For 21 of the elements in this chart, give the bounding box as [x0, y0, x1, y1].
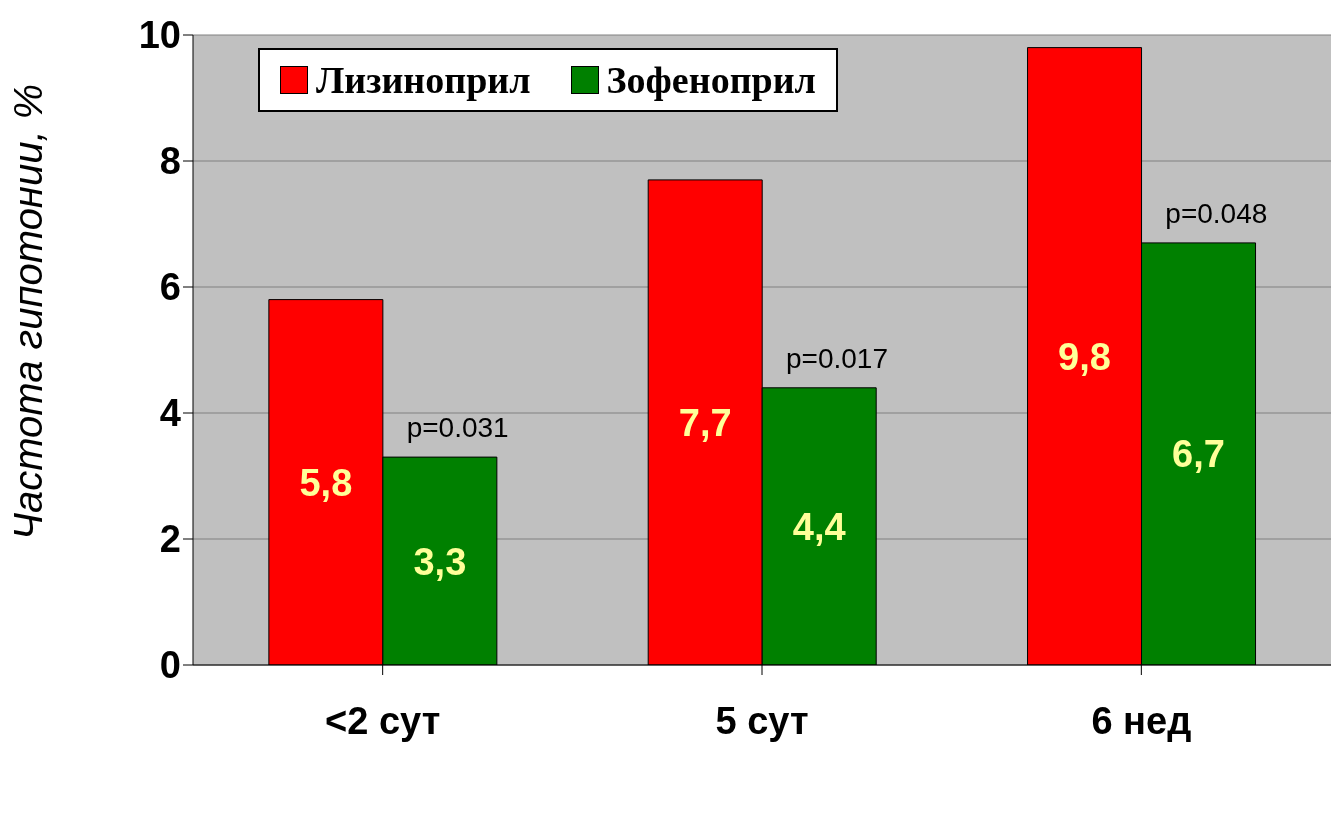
y-axis-title: Частота гипотонии, % [6, 83, 51, 540]
data-label: 3,3 [413, 540, 467, 583]
y-tick-label: 10 [138, 14, 181, 57]
data-label: 4,4 [792, 505, 846, 548]
y-tick-label: 6 [159, 266, 181, 309]
legend-label: Зофеноприл [606, 58, 816, 102]
annotation: p=0.048 [1165, 197, 1268, 229]
annotation: p=0.031 [406, 412, 509, 444]
y-tick-label: 0 [159, 644, 181, 687]
annotation: p=0.017 [786, 342, 888, 374]
data-label: 9,8 [1058, 335, 1111, 378]
x-tick-label: 6 нед [1091, 699, 1192, 742]
x-tick-label: 5 сут [715, 699, 809, 742]
data-label: 5,8 [299, 461, 353, 504]
x-tick-label: <2 сут [325, 699, 441, 742]
y-tick-label: 2 [159, 518, 181, 561]
y-tick-label: 8 [159, 140, 181, 183]
data-label: 7,7 [678, 401, 732, 444]
data-label: 6,7 [1172, 433, 1225, 476]
legend-label: Лизиноприл [316, 58, 531, 102]
y-tick-label: 4 [159, 392, 181, 435]
